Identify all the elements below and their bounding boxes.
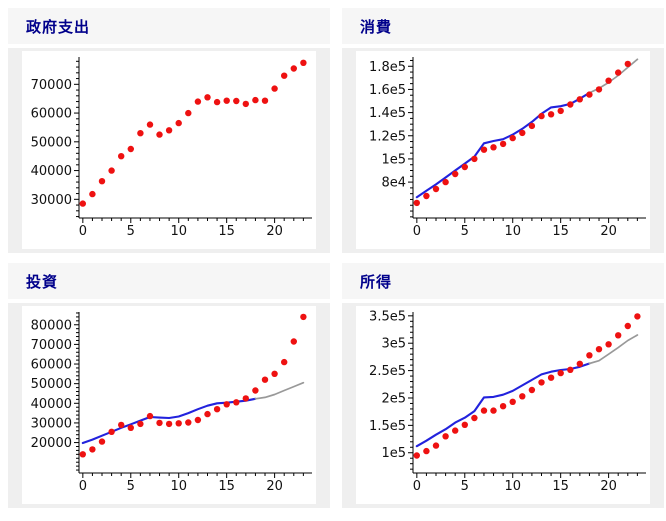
svg-text:70000: 70000 [31, 338, 72, 353]
chart-card-income: 所得 0 5 10 15 20 1e5 1.5e5 2e5 2.5e5 3e5 3.5e5 [342, 263, 664, 508]
investment-data [79, 313, 307, 458]
income-data [413, 313, 641, 459]
svg-text:0: 0 [413, 224, 421, 239]
x-axis-labels: 0 5 10 15 20 [79, 224, 283, 239]
svg-text:5: 5 [461, 224, 469, 239]
chart-title-investment: 投資 [26, 272, 59, 291]
charts-dashboard: 政府支出 0 5 10 15 20 30000 40000 50000 60000 70000 消… [8, 8, 664, 508]
svg-text:60000: 60000 [31, 358, 72, 373]
consumption-fit-line [415, 91, 591, 199]
chart-title-bar: 所得 [342, 263, 664, 299]
svg-text:0: 0 [79, 224, 87, 239]
svg-text:2.5e5: 2.5e5 [369, 364, 406, 379]
y-axis-ticks [74, 312, 79, 471]
svg-text:1.8e5: 1.8e5 [369, 60, 406, 75]
y-axis-ticks [74, 60, 79, 218]
chart-card-investment: 投資 0 5 10 15 20 20000 30000 40000 50000 60000 7000… [8, 263, 330, 508]
svg-text:20: 20 [266, 479, 283, 494]
consumption-figure: 0 5 10 15 20 8e4 1e5 1.2e5 1.4e5 1.6e5 1.8e5 [356, 51, 650, 249]
chart-card-consumption: 消費 0 5 10 15 20 8e4 1e5 1.2e5 1.4e5 1.6e5 1.8e5 [342, 8, 664, 253]
investment-forecast-line [254, 381, 305, 400]
y-axis-labels: 1e5 1.5e5 2e5 2.5e5 3e5 3.5e5 [369, 309, 406, 461]
svg-text:2e5: 2e5 [381, 391, 406, 406]
svg-text:40000: 40000 [31, 397, 72, 412]
y-axis-labels: 8e4 1e5 1.2e5 1.4e5 1.6e5 1.8e5 [369, 60, 406, 191]
svg-text:0: 0 [79, 479, 87, 494]
chart-title-bar: 政府支出 [8, 8, 330, 44]
svg-text:30000: 30000 [31, 416, 72, 431]
chart-title-bar: 消費 [342, 8, 664, 44]
chart-body: 0 5 10 15 20 30000 40000 50000 60000 70000 [8, 48, 330, 253]
svg-text:10: 10 [170, 224, 187, 239]
svg-text:1e5: 1e5 [381, 446, 406, 461]
svg-text:15: 15 [218, 479, 235, 494]
svg-text:3.5e5: 3.5e5 [369, 309, 406, 324]
svg-text:15: 15 [552, 479, 569, 494]
svg-text:50000: 50000 [31, 377, 72, 392]
axes [412, 312, 646, 474]
chart-body: 0 5 10 15 20 1e5 1.5e5 2e5 2.5e5 3e5 3.5e5 [342, 303, 664, 508]
svg-text:10: 10 [170, 479, 187, 494]
svg-text:0: 0 [413, 479, 421, 494]
svg-text:3e5: 3e5 [381, 337, 406, 352]
chart-title-income: 所得 [360, 272, 393, 291]
svg-text:5: 5 [127, 479, 135, 494]
svg-text:50000: 50000 [31, 135, 72, 150]
svg-text:60000: 60000 [31, 107, 72, 122]
chart-title-bar: 投資 [8, 263, 330, 299]
svg-text:15: 15 [552, 224, 569, 239]
svg-text:1.6e5: 1.6e5 [369, 83, 406, 98]
chart-card-government-spending: 政府支出 0 5 10 15 20 30000 40000 50000 60000 70000 [8, 8, 330, 253]
x-axis-labels: 0 5 10 15 20 [79, 479, 283, 494]
income-figure: 0 5 10 15 20 1e5 1.5e5 2e5 2.5e5 3e5 3.5e5 [356, 306, 650, 504]
svg-text:15: 15 [218, 224, 235, 239]
y-axis-ticks [408, 315, 413, 470]
chart-body: 0 5 10 15 20 20000 30000 40000 50000 60000 70000 80… [8, 303, 330, 508]
x-axis-ticks [82, 218, 304, 223]
chart-title-government-spending: 政府支出 [26, 17, 91, 36]
chart-title-consumption: 消費 [360, 17, 393, 36]
svg-text:10: 10 [504, 224, 521, 239]
x-axis-ticks [416, 218, 638, 223]
x-axis-ticks [416, 473, 638, 478]
y-axis-labels: 20000 30000 40000 50000 60000 70000 80000 [31, 318, 72, 451]
y-axis-ticks [408, 59, 413, 218]
svg-text:30000: 30000 [31, 193, 72, 208]
svg-text:20: 20 [600, 479, 617, 494]
x-axis-ticks [82, 473, 304, 478]
svg-text:70000: 70000 [31, 78, 72, 93]
svg-text:10: 10 [504, 479, 521, 494]
investment-figure: 0 5 10 15 20 20000 30000 40000 50000 60000 70000 80… [22, 306, 316, 504]
svg-text:8e4: 8e4 [381, 176, 406, 191]
svg-text:5: 5 [461, 479, 469, 494]
government-spending-figure: 0 5 10 15 20 30000 40000 50000 60000 70000 [22, 51, 316, 249]
svg-text:80000: 80000 [31, 318, 72, 333]
svg-text:20: 20 [600, 224, 617, 239]
svg-text:1e5: 1e5 [381, 152, 406, 167]
svg-text:20000: 20000 [31, 436, 72, 451]
svg-text:40000: 40000 [31, 164, 72, 179]
axes [78, 312, 312, 474]
svg-text:1.4e5: 1.4e5 [369, 106, 406, 121]
x-axis-labels: 0 5 10 15 20 [413, 479, 617, 494]
income-forecast-line [588, 334, 639, 365]
x-axis-labels: 0 5 10 15 20 [413, 224, 617, 239]
chart-body: 0 5 10 15 20 8e4 1e5 1.2e5 1.4e5 1.6e5 1.8e5 [342, 48, 664, 253]
svg-text:5: 5 [127, 224, 135, 239]
svg-text:1.5e5: 1.5e5 [369, 419, 406, 434]
axes [78, 57, 312, 219]
government-spending-data [79, 59, 307, 207]
y-axis-labels: 30000 40000 50000 60000 70000 [31, 78, 72, 208]
consumption-data [413, 60, 631, 207]
svg-text:20: 20 [266, 224, 283, 239]
svg-text:1.2e5: 1.2e5 [369, 129, 406, 144]
